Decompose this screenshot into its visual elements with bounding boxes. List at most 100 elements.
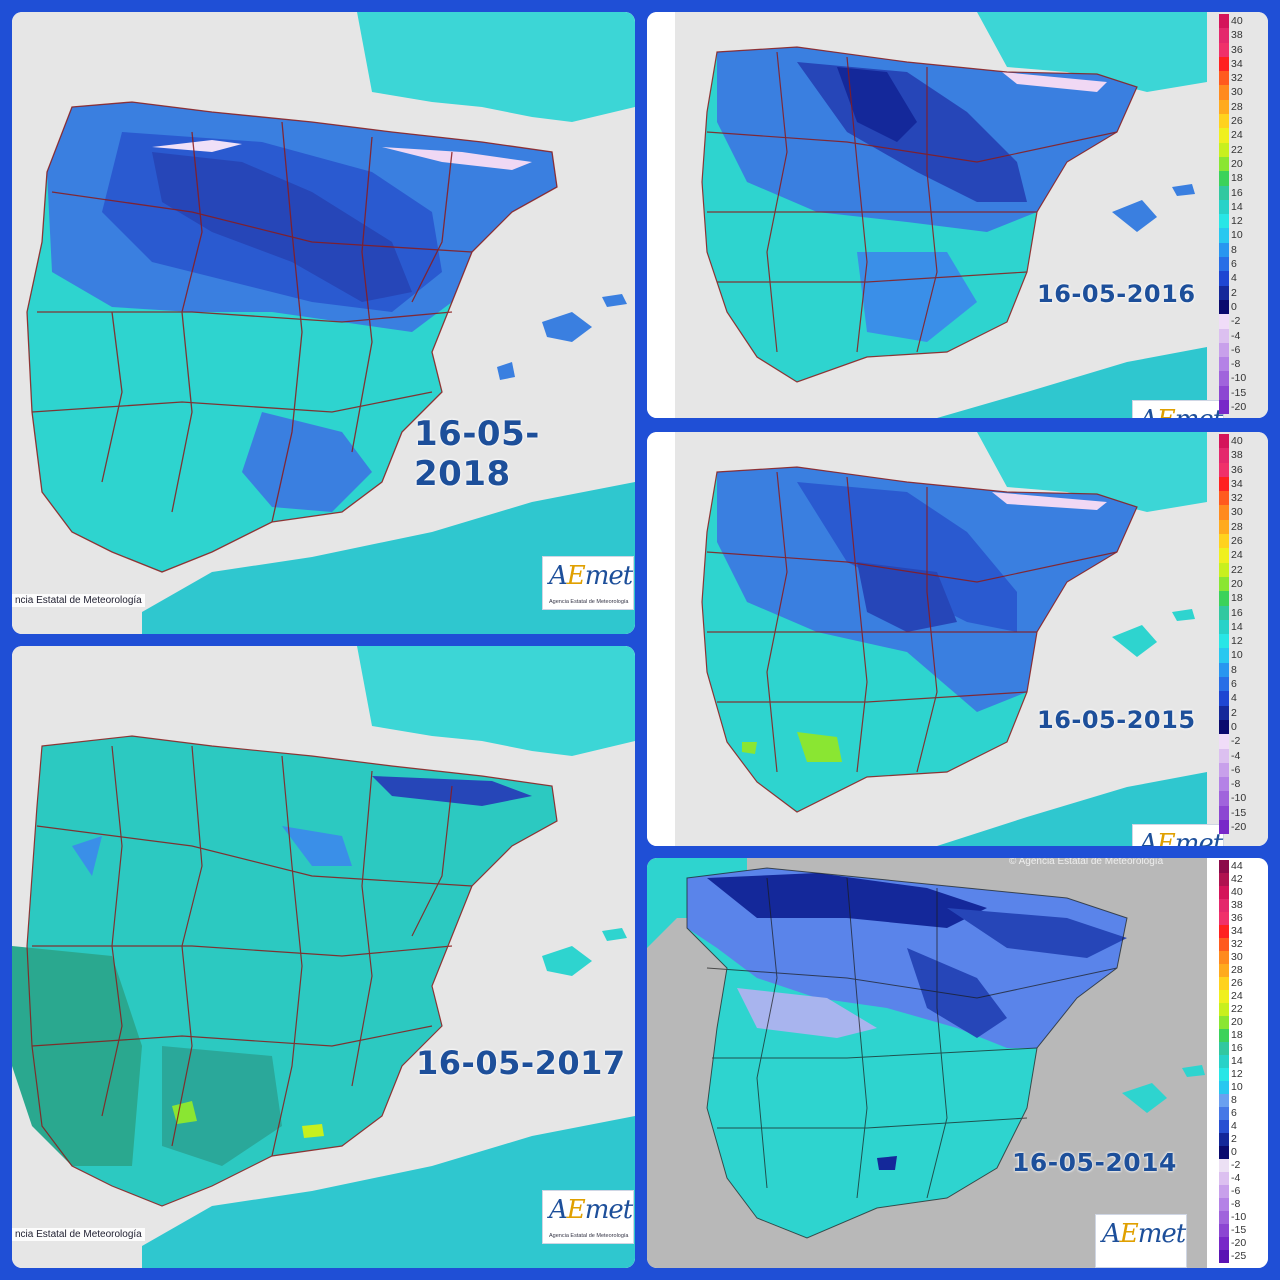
scale-label: 2	[1231, 1133, 1237, 1145]
scale-label: 0	[1231, 1146, 1237, 1158]
scale-step: 24	[1219, 128, 1267, 143]
scale-label: -10	[1231, 372, 1247, 385]
scale-swatch	[1219, 886, 1229, 899]
scale-swatch	[1219, 1081, 1229, 1094]
scale-step: 36	[1219, 42, 1267, 57]
scale-swatch	[1219, 505, 1229, 520]
scale-step: 0	[1219, 299, 1267, 315]
scale-step: 26	[1219, 534, 1267, 549]
scale-step: -10	[1219, 791, 1267, 806]
scale-label: -20	[1231, 1237, 1247, 1249]
scale-step: 4	[1219, 271, 1267, 286]
scale-label: 38	[1231, 29, 1243, 42]
scale-swatch	[1219, 156, 1229, 172]
scale-label: 24	[1231, 549, 1243, 562]
scale-label: 40	[1231, 886, 1243, 898]
map-panel-2014: © Agencia Estatal de Meteorología 16-05-…	[647, 858, 1268, 1268]
scale-label: 14	[1231, 620, 1243, 633]
scale-step: -6	[1219, 1185, 1267, 1198]
scale-label: 32	[1231, 938, 1243, 950]
scale-label: 30	[1231, 86, 1243, 99]
scale-label: 26	[1231, 977, 1243, 989]
scale-swatch	[1219, 1146, 1229, 1159]
scale-step: 22	[1219, 142, 1267, 157]
scale-step: 0	[1219, 719, 1267, 735]
scale-label: 32	[1231, 492, 1243, 505]
scale-label: 12	[1231, 215, 1243, 228]
scale-swatch	[1219, 562, 1229, 577]
scale-swatch	[1219, 662, 1229, 678]
scale-swatch	[1219, 860, 1229, 873]
scale-step: 12	[1219, 1068, 1267, 1081]
scale-label: 16	[1231, 1042, 1243, 1054]
scale-label: 10	[1231, 1081, 1243, 1093]
scale-step: 34	[1219, 925, 1267, 938]
scale-label: 10	[1231, 229, 1243, 242]
scale-label: 30	[1231, 506, 1243, 519]
scale-label: 36	[1231, 912, 1243, 924]
scale-step: 10	[1219, 228, 1267, 243]
scale-swatch	[1219, 1185, 1229, 1198]
scale-step: 4	[1219, 691, 1267, 706]
scale-swatch	[1219, 648, 1229, 663]
scale-step: 0	[1219, 1146, 1267, 1159]
scale-label: -20	[1231, 821, 1247, 834]
color-scale-legend: 40 38 36 34 32 30 28 26 24 22 20 18 16 14 12 10 8 6 4 2 0 -2-…	[1219, 14, 1267, 415]
scale-swatch	[1219, 1211, 1229, 1224]
scale-step: 28	[1219, 99, 1267, 115]
scale-swatch	[1219, 1029, 1229, 1042]
map-panel-2015: 16-05-2015 AEmet 40 38 36 34 32 30 28 26 24 22 20 1…	[647, 432, 1268, 846]
scale-step: 16	[1219, 605, 1267, 620]
scale-swatch	[1219, 762, 1229, 778]
scale-swatch	[1219, 1042, 1229, 1055]
scale-label: 42	[1231, 873, 1243, 885]
scale-label: 8	[1231, 663, 1237, 676]
scale-label: 44	[1231, 860, 1243, 872]
scale-swatch	[1219, 99, 1229, 115]
scale-label: -2	[1231, 1159, 1241, 1171]
scale-step: -15	[1219, 805, 1267, 821]
scale-swatch	[1219, 214, 1229, 229]
scale-swatch	[1219, 899, 1229, 912]
scale-label: 34	[1231, 57, 1243, 70]
scale-label: 38	[1231, 899, 1243, 911]
scale-swatch	[1219, 1224, 1229, 1237]
scale-label: -15	[1231, 1224, 1247, 1236]
scale-swatch	[1219, 400, 1229, 415]
scale-swatch	[1219, 1003, 1229, 1016]
scale-label: 4	[1231, 692, 1237, 705]
scale-swatch	[1219, 385, 1229, 401]
aemet-logo: AEmet Agencia Estatal de Meteorología	[542, 1190, 634, 1244]
scale-swatch	[1219, 285, 1229, 300]
scale-label: -4	[1231, 1172, 1241, 1184]
scale-step: 30	[1219, 951, 1267, 964]
scale-label: 26	[1231, 535, 1243, 548]
map-panel-2016: 16-05-2016 AEmet 40383634323028262422201…	[647, 12, 1268, 418]
scale-label: 28	[1231, 100, 1243, 113]
scale-label: 12	[1231, 635, 1243, 648]
scale-step: 6	[1219, 257, 1267, 272]
scale-swatch	[1219, 128, 1229, 143]
scale-step: 30	[1219, 85, 1267, 100]
scale-swatch	[1219, 951, 1229, 964]
scale-label: 0	[1231, 720, 1237, 733]
scale-swatch	[1219, 448, 1229, 463]
scale-step: 10	[1219, 1081, 1267, 1094]
scale-step: 10	[1219, 648, 1267, 663]
date-label: 16-05-2016	[1037, 280, 1196, 308]
scale-label: -15	[1231, 386, 1247, 399]
scale-swatch	[1219, 591, 1229, 606]
aemet-logo: AEmet	[1095, 1214, 1187, 1268]
scale-step: -20	[1219, 400, 1267, 415]
scale-step: 40	[1219, 886, 1267, 899]
scale-step: 34	[1219, 56, 1267, 72]
scale-label: 32	[1231, 72, 1243, 85]
scale-label: 22	[1231, 1003, 1243, 1015]
scale-swatch	[1219, 85, 1229, 100]
scale-swatch	[1219, 314, 1229, 329]
temperature-map-2018	[12, 12, 635, 634]
scale-swatch	[1219, 14, 1229, 29]
scale-step: 32	[1219, 71, 1267, 86]
scale-step: 28	[1219, 519, 1267, 535]
scale-step: 20	[1219, 156, 1267, 172]
